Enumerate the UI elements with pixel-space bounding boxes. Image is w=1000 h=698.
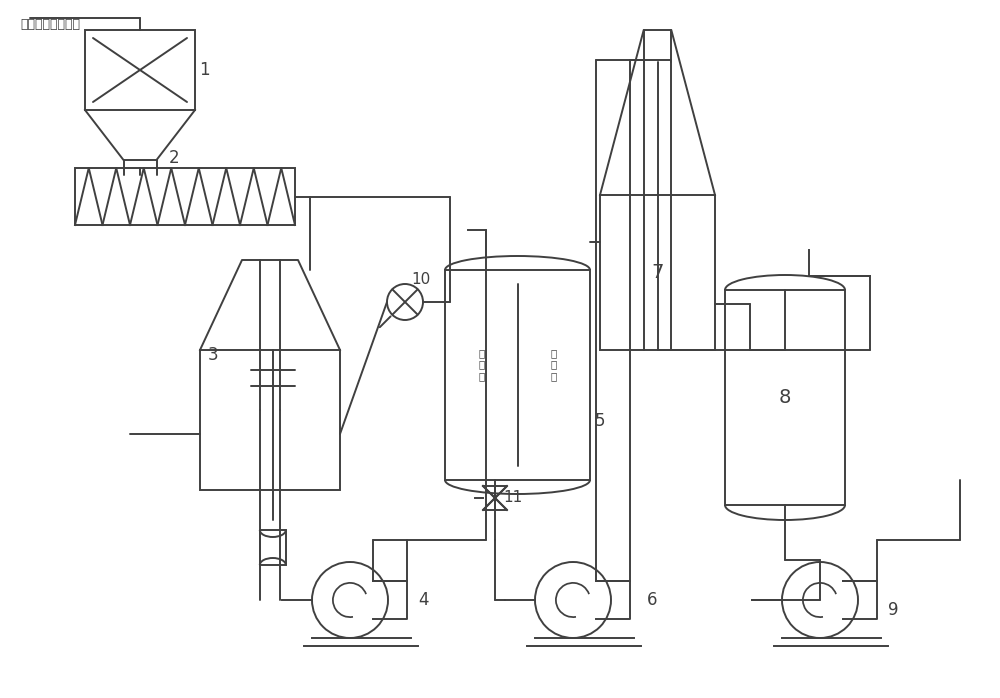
Bar xyxy=(260,530,286,565)
Text: 清
液
侧: 清 液 侧 xyxy=(551,348,557,381)
Bar xyxy=(200,350,340,490)
Bar xyxy=(85,30,195,110)
Text: 5: 5 xyxy=(595,413,606,430)
Text: 9: 9 xyxy=(888,601,899,619)
Text: 1: 1 xyxy=(199,61,210,79)
Text: 8: 8 xyxy=(779,388,791,407)
Text: 已内酰胺固体废料: 已内酰胺固体废料 xyxy=(20,18,80,31)
Bar xyxy=(445,270,590,480)
Bar xyxy=(75,168,295,225)
Bar xyxy=(725,290,845,505)
Text: 2: 2 xyxy=(169,149,179,167)
Text: 6: 6 xyxy=(646,591,657,609)
Text: 7: 7 xyxy=(651,263,664,282)
Text: 11: 11 xyxy=(503,491,522,505)
Bar xyxy=(600,195,715,350)
Text: 10: 10 xyxy=(411,272,430,288)
Text: 废
液
侧: 废 液 侧 xyxy=(478,348,484,381)
Text: 3: 3 xyxy=(208,346,219,364)
Text: 4: 4 xyxy=(418,591,429,609)
